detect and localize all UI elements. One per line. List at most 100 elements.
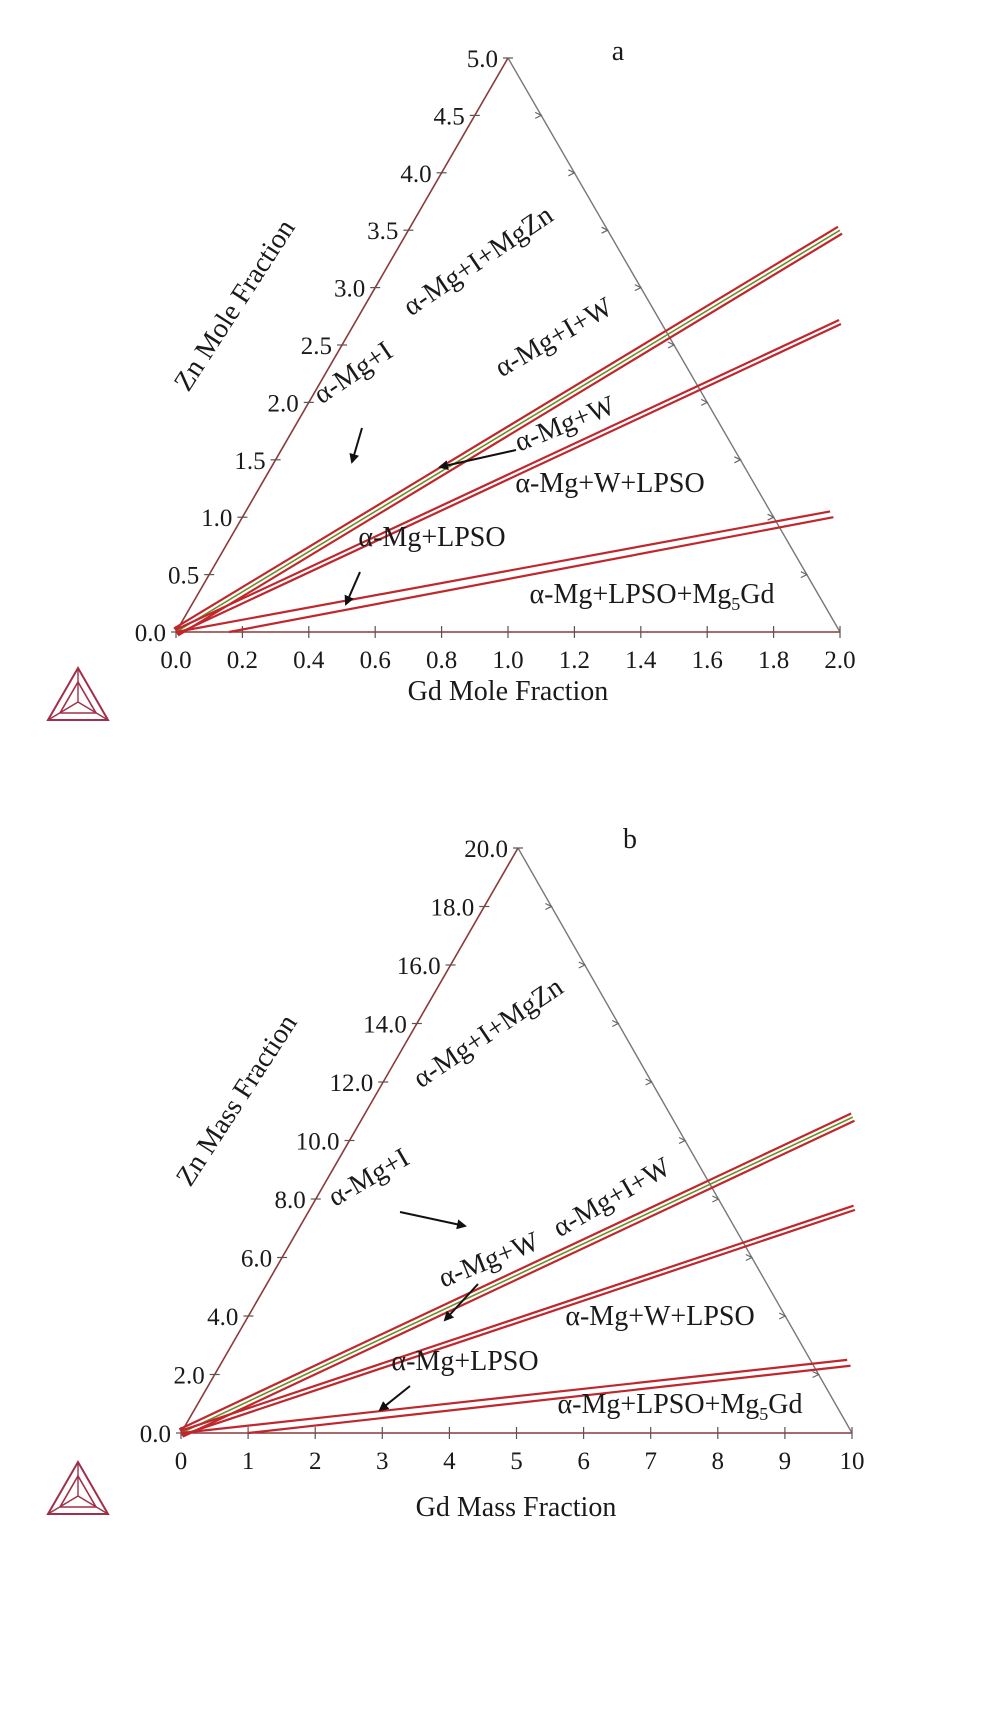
y-tick-label: 4.5 [434, 103, 465, 130]
phase-boundary-line [179, 1204, 854, 1432]
phase-boundary-line [174, 319, 840, 632]
logo-outer-triangle [46, 1459, 110, 1515]
logo-outer-triangle [46, 665, 110, 721]
phase-boundary-line [173, 225, 839, 630]
region-arrow [344, 571, 361, 606]
y-tick-label: 2.0 [173, 1363, 204, 1390]
panel-b: 0 1 2 3 4 5 6 7 8 9 10 0.0 2.0 4.0 6.0 8.0 10.0 12.0 14.0 1… [46, 824, 865, 1523]
x-tick-label: 0.2 [227, 647, 258, 674]
x-tick-label: 0.6 [360, 647, 391, 674]
y-tick-label: 10.0 [296, 1129, 340, 1156]
y-tick-label: 4.0 [400, 161, 431, 188]
y-tick-label: 12.0 [329, 1070, 373, 1097]
phase-boundary-line [247, 1364, 851, 1435]
x-tick-label: 0.0 [160, 647, 191, 674]
right-tick-mark [534, 111, 543, 119]
y-tick-label: 0.0 [140, 1421, 171, 1448]
x-tick-label: 3 [376, 1448, 389, 1475]
right-tick-mark [545, 902, 553, 911]
region-arrow [438, 449, 517, 471]
x-tick-label: 5 [510, 1448, 523, 1475]
y-tick-label: 16.0 [397, 953, 441, 980]
phase-boundary-line [181, 1208, 856, 1437]
y-tick-label: 20.0 [464, 836, 508, 863]
region-label: α-Mg+LPSO [391, 1346, 538, 1377]
region-label: α-Mg+LPSO [358, 522, 505, 553]
panel-a: 0.0 0.2 0.4 0.6 0.8 1.0 1.2 1.4 1.6 1.8 2.0 0.0 0.5 1… [46, 36, 856, 721]
region-label: α-Mg+I+MgZn [398, 200, 559, 323]
logo-inner-triangle [58, 1474, 98, 1508]
x-tick-label: 0.8 [426, 647, 457, 674]
right-tick-mark [611, 1019, 620, 1028]
region-arrow [349, 427, 363, 464]
right-tick-mark [812, 1370, 820, 1379]
panel-label: a [612, 36, 625, 67]
right-tick-mark [568, 169, 576, 177]
y-tick-label: 1.5 [234, 448, 265, 475]
region-arrow [399, 1211, 467, 1230]
x-tick-label: 1.2 [559, 647, 590, 674]
x-axis-title: Gd Mass Fraction [416, 1492, 617, 1523]
y-tick-label: 4.0 [207, 1304, 238, 1331]
software-logo [46, 665, 110, 721]
x-tick-label: 8 [712, 1448, 725, 1475]
y-tick-label: 1.0 [201, 505, 232, 532]
x-tick-label: 1.4 [625, 647, 657, 674]
phase-boundary-line [180, 1358, 848, 1435]
right-tick-mark [734, 456, 742, 464]
x-axis-title: Gd Mole Fraction [408, 676, 609, 707]
region-label: α-Mg+LPSO+Mg5Gd [529, 579, 774, 614]
logo-spoke [47, 1495, 79, 1515]
y-tick-label: 3.0 [334, 276, 365, 303]
region-label: α-Mg+W+LPSO [565, 1301, 754, 1332]
phase-boundary-line [175, 229, 841, 633]
y-tick-label: 0.0 [135, 620, 166, 647]
y-tick-label: 3.5 [367, 218, 398, 245]
right-tick-mark [578, 961, 587, 969]
x-tick-label: 4 [443, 1448, 456, 1475]
y-axis-title: Zn Mass Fraction [170, 1009, 304, 1192]
x-tick-label: 1.8 [758, 647, 789, 674]
x-tick-label: 1 [242, 1448, 255, 1475]
right-tick-mark [712, 1195, 720, 1203]
right-tick-mark [645, 1078, 653, 1086]
x-tick-label: 2.0 [824, 647, 855, 674]
x-tick-label: 7 [644, 1448, 657, 1475]
phase-boundary-line [178, 1112, 852, 1431]
phase-boundary-line [182, 1119, 855, 1438]
y-tick-label: 18.0 [431, 895, 475, 922]
region-label: α-Mg+LPSO+Mg5Gd [557, 1389, 802, 1424]
y-tick-label: 14.0 [363, 1012, 407, 1039]
logo-inner-triangle [58, 680, 98, 714]
region-label: α-Mg+W+LPSO [515, 468, 704, 499]
x-tick-label: 6 [577, 1448, 590, 1475]
right-tick-mark [778, 1312, 787, 1320]
y-axis-title: Zn Mole Fraction [168, 214, 302, 397]
y-tick-label: 2.5 [301, 333, 332, 360]
right-tick-mark [700, 398, 709, 406]
y-tick-label: 2.0 [268, 390, 299, 417]
logo-spoke [77, 701, 109, 721]
logo-spoke [47, 701, 79, 721]
phase-boundary-line [176, 323, 842, 635]
region-label: α-Mg+I+MgZn [408, 972, 569, 1095]
x-tick-label: 0.4 [293, 647, 325, 674]
software-logo [46, 1459, 110, 1515]
phase-boundary-line [177, 232, 843, 637]
x-tick-label: 1.6 [692, 647, 723, 674]
y-tick-label: 5.0 [467, 46, 498, 73]
region-arrow [378, 1385, 411, 1412]
right-tick-mark [634, 284, 643, 292]
panel-label: b [623, 824, 637, 855]
y-tick-label: 0.5 [168, 563, 199, 590]
phase-boundary-line [180, 1116, 854, 1434]
right-tick-mark [667, 341, 676, 349]
right-tick-mark [745, 1253, 754, 1262]
x-tick-label: 1.0 [492, 647, 523, 674]
x-tick-label: 2 [309, 1448, 322, 1475]
x-tick-label: 9 [779, 1448, 792, 1475]
right-tick-mark [601, 226, 609, 234]
y-tick-label: 6.0 [241, 1246, 272, 1273]
phase-boundary-line [175, 510, 831, 634]
region-label: α-Mg+I+W [490, 291, 619, 383]
